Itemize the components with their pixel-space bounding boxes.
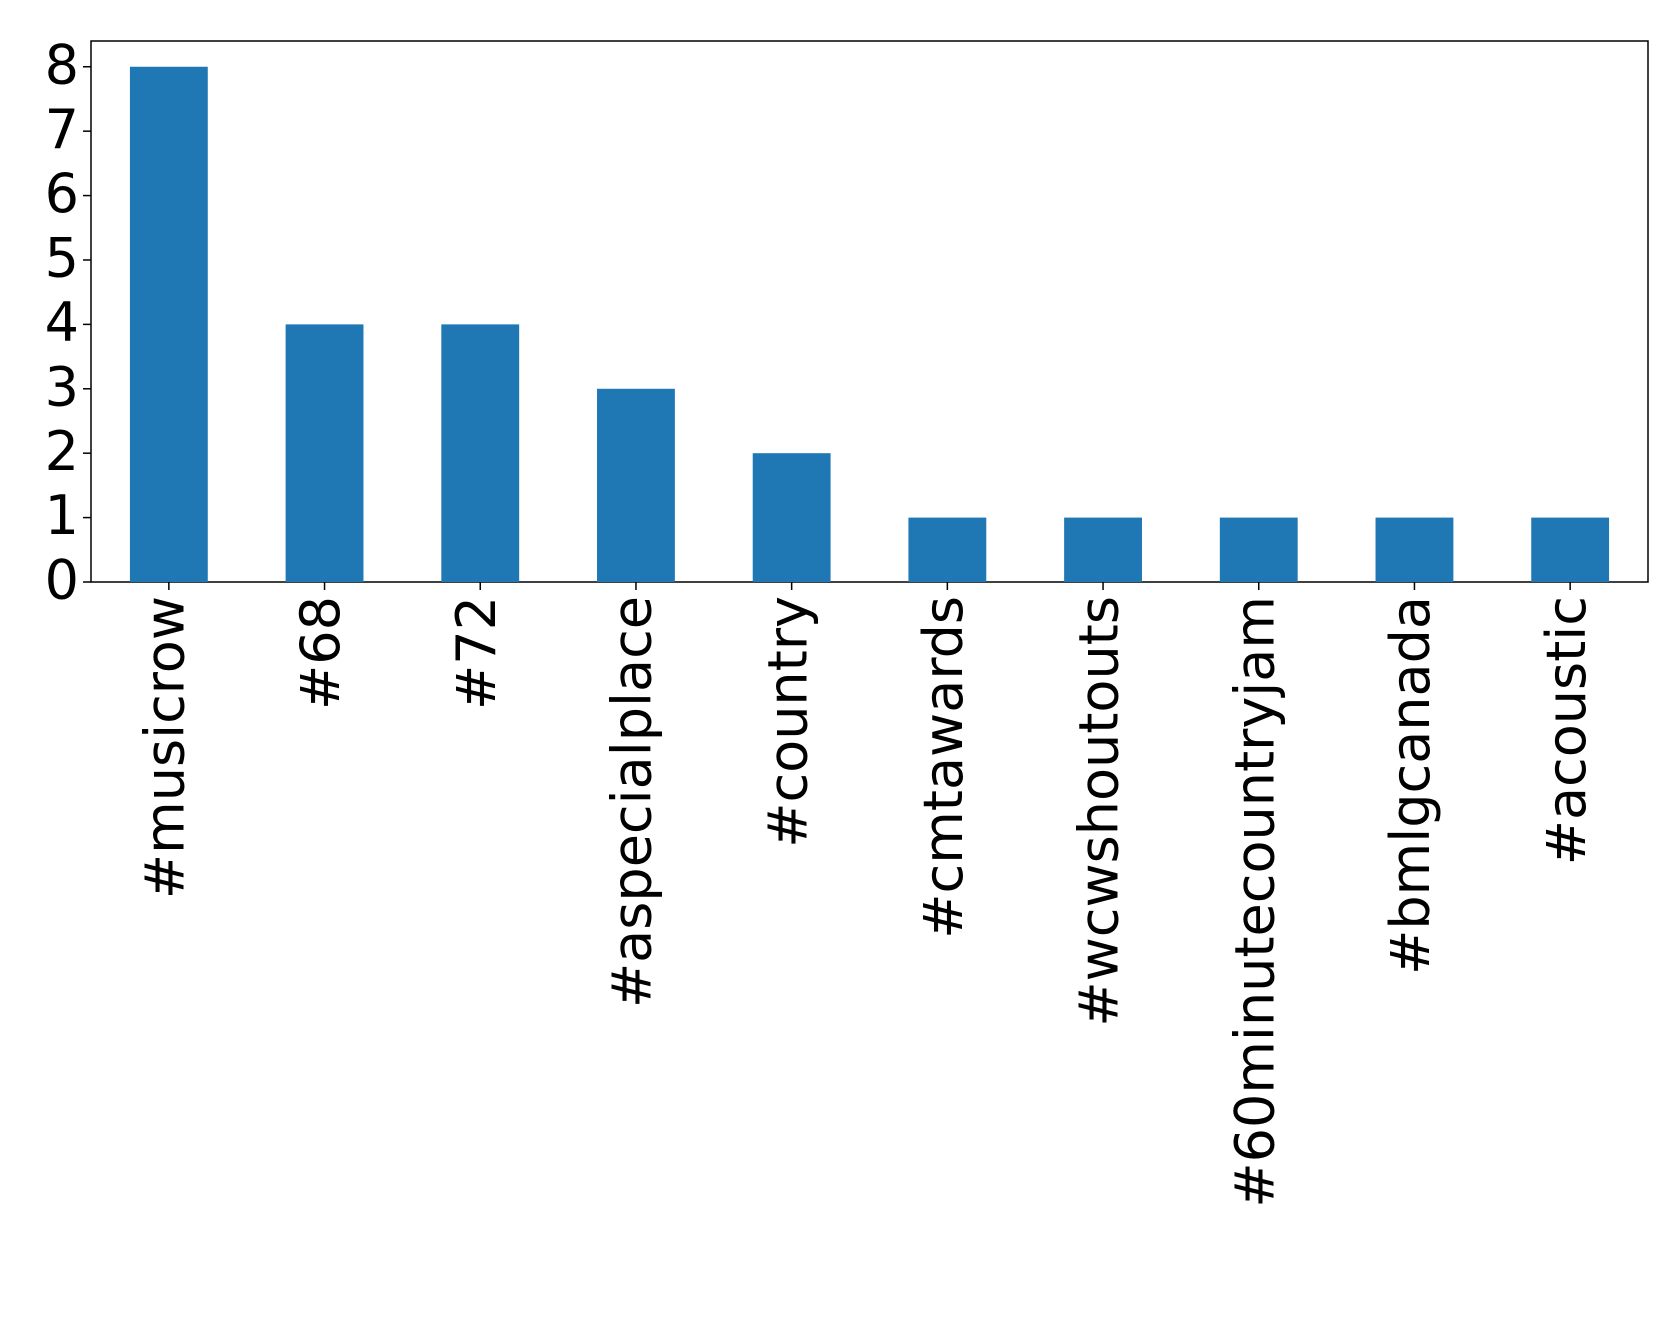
bar	[1064, 517, 1142, 582]
plot-frame	[90, 40, 1649, 583]
y-tick-label: 0	[45, 549, 79, 612]
bar	[1219, 517, 1298, 582]
y-tick-label: 7	[45, 98, 79, 161]
y-tick-label: 6	[45, 162, 79, 225]
y-tick-label: 8	[45, 33, 79, 96]
x-tick-label: #country	[756, 596, 819, 848]
x-tick-label: #acoustic	[1535, 596, 1598, 865]
x-tick-label: #60minutecountryjam	[1223, 596, 1286, 1208]
bar	[908, 517, 987, 582]
x-tick-label: #68	[289, 596, 352, 710]
bar	[1375, 517, 1454, 582]
bar	[1531, 517, 1610, 582]
y-tick-label: 4	[45, 291, 79, 354]
y-tick-label: 1	[45, 484, 79, 547]
x-tick-label: #wcwshoutouts	[1068, 596, 1131, 1027]
y-tick-label: 3	[45, 355, 79, 418]
y-tick-label: 5	[45, 227, 79, 290]
x-tick-label: #72	[445, 596, 508, 710]
x-tick-label: #cmtawards	[912, 596, 975, 939]
x-tick-label: #musicrow	[133, 596, 196, 899]
bar	[285, 324, 364, 582]
y-tick-label: 2	[45, 420, 79, 483]
x-tick-label: #aspecialplace	[601, 596, 664, 1008]
bar	[752, 453, 831, 582]
bar	[129, 66, 208, 582]
x-tick-label: #bmlgcanada	[1379, 596, 1442, 975]
bar	[597, 388, 675, 582]
bar	[441, 324, 520, 582]
